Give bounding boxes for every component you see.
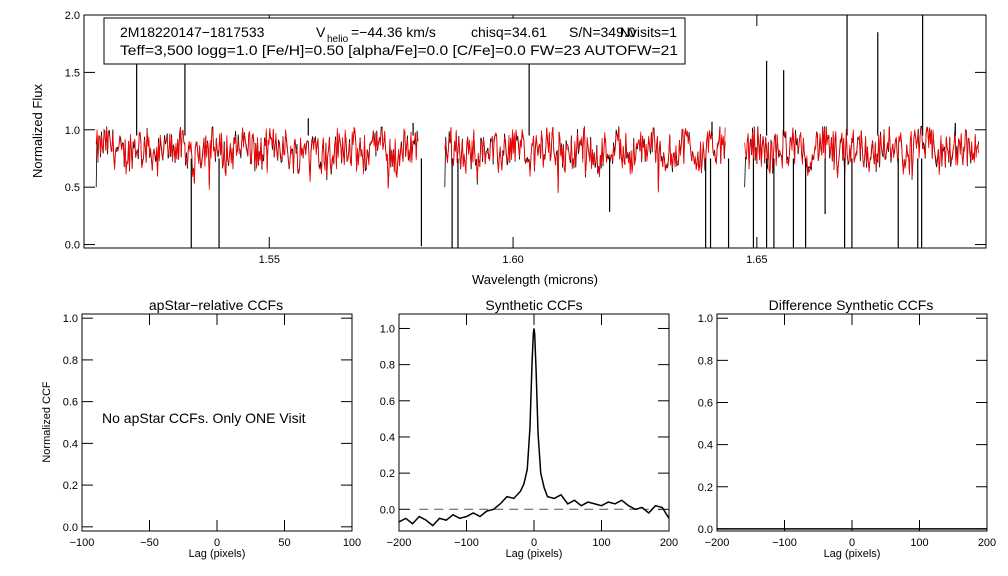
synthetic-ccf-y-tick-label: 0.8 [380,360,395,372]
spectrum-info-line-1: 2M18220147−1817533 V helio =−44.36 km/s … [120,24,677,45]
synthetic-ccf-x-tick-label: 200 [660,537,678,549]
difference-ccf-x-tick-label: −200 [705,537,730,549]
synthetic-ccf-plot-area [398,328,670,527]
apstar-ccf-y-tick-label: 1.0 [63,313,78,325]
nvisits-value: Nvisits=1 [620,24,677,40]
synthetic-spectrum-line-2 [444,126,726,194]
difference-ccf-y-tick-label: 1.0 [698,313,713,325]
apstar-ccf-x-tick-label: 50 [278,537,290,549]
chisq-value: chisq=34.61 [471,24,547,40]
synthetic-ccf-ticks: −200 −100 0 100 200 0.0 0.2 0.4 0.6 0.8 1.0 [380,314,678,549]
difference-ccf-y-tick-label: 0.8 [698,355,713,367]
apstar-ccf-y-axis-title: Normalized CCF [41,381,53,463]
apstar-ccf-ticks: −100 −50 0 50 100 0.0 0.2 0.4 0.6 0.8 1.0 [63,313,361,549]
synthetic-ccf-y-tick-label: 1.0 [380,323,395,335]
difference-ccf-x-axis-title: Lag (pixels) [824,548,881,560]
difference-ccf-x-tick-label: 0 [849,537,855,549]
spectrum-x-tick-label: 1.60 [502,254,523,266]
synthetic-ccf-curve [398,328,670,527]
spectrum-plot-area [95,15,980,248]
vhelio-value: =−44.36 km/s [351,24,436,40]
vhelio-subscript: helio [327,34,349,45]
synthetic-ccf-x-tick-label: −100 [454,537,479,549]
spectrum-y-tick-label: 0.5 [65,182,80,194]
apstar-ccf-x-tick-label: 0 [214,537,220,549]
apstar-ccf-title: apStar−relative CCFs [149,297,283,313]
spectrum-axes-frame [83,14,987,249]
apstar-ccf-x-axis-title: Lag (pixels) [189,548,246,560]
spectrum-info-box [103,17,686,65]
synthetic-ccf-y-tick-label: 0.0 [380,504,395,516]
spectrum-y-tick-label: 1.0 [65,125,80,137]
spectrum-info-line-2: Teff=3,500 logg=1.0 [Fe/H]=0.50 [alpha/F… [120,42,678,58]
vhelio-label: V [316,24,326,40]
snr-value: S/N=349.0 [569,24,636,40]
apstar-ccf-x-tick-label: −50 [140,537,159,549]
synthetic-ccf-y-tick-label: 0.4 [380,432,395,444]
difference-ccf-ticks: −200 −100 0 100 200 0.0 0.2 0.4 0.6 0.8 1.0 [698,313,996,549]
difference-ccf-x-tick-label: 100 [910,537,928,549]
apstar-ccf-y-tick-label: 0.0 [63,522,78,534]
no-ccf-message: No apStar CCFs. Only ONE Visit [102,410,306,426]
spectrum-y-tick-label: 2.0 [65,10,80,22]
spectrum-y-tick-label: 0.0 [65,240,80,252]
synthetic-ccf-axes-frame [398,313,670,532]
synthetic-ccf-y-tick-label: 0.2 [380,468,395,480]
spectrum-x-tick-label: 1.55 [259,254,280,266]
synthetic-spectrum-line-3 [744,127,980,179]
apstar-ccf-x-tick-label: −100 [70,537,95,549]
synthetic-ccf-y-tick-label: 0.6 [380,396,395,408]
spectrum-series [95,15,980,248]
spectrum-ticks: 1.55 1.60 1.65 0.0 0.5 1.0 1.5 2.0 [65,10,986,266]
difference-ccf-y-tick-label: 0.6 [698,397,713,409]
apstar-ccf-y-tick-label: 0.8 [63,355,78,367]
spectrum-x-tick-label: 1.65 [746,254,767,266]
spectrum-x-axis-title: Wavelength (microns) [472,272,598,287]
spectrum-panel: 1.55 1.60 1.65 0.0 0.5 1.0 1.5 2.0 Wavelength (… [30,10,987,287]
synthetic-ccf-title: Synthetic CCFs [485,297,582,313]
apstar-ccf-y-tick-label: 0.2 [63,480,78,492]
difference-ccf-title: Difference Synthetic CCFs [769,297,934,313]
difference-ccf-y-tick-label: 0.2 [698,482,713,494]
difference-ccf-y-tick-label: 0.0 [698,524,713,536]
difference-ccf-panel: Difference Synthetic CCFs −200 −100 0 100 20… [698,297,996,560]
apstar-ccf-y-tick-label: 0.4 [63,438,78,450]
synthetic-ccf-x-tick-label: −200 [387,537,412,549]
difference-ccf-x-tick-label: −100 [772,537,797,549]
synthetic-spectrum-line-1 [95,126,419,190]
difference-ccf-y-tick-label: 0.4 [698,440,713,452]
spectrum-y-axis-title: Normalized Flux [30,84,45,178]
apstar-ccf-y-tick-label: 0.6 [63,397,78,409]
apstar-ccf-x-tick-label: 100 [343,537,361,549]
spectrum-y-tick-label: 1.5 [65,67,80,79]
apstar-ccf-panel: apStar−relative CCFs −100 −50 0 50 100 0.0 0.2… [41,297,361,560]
synthetic-ccf-panel: Synthetic CCFs −200 −100 0 100 200 0.0 0.2 0.4 0… [380,297,678,560]
difference-ccf-axes-frame [716,313,988,532]
difference-ccf-x-tick-label: 200 [978,537,996,549]
star-id: 2M18220147−1817533 [120,24,265,40]
synthetic-ccf-x-axis-title: Lag (pixels) [506,548,563,560]
synthetic-ccf-x-tick-label: 100 [592,537,610,549]
synthetic-ccf-x-tick-label: 0 [531,537,537,549]
